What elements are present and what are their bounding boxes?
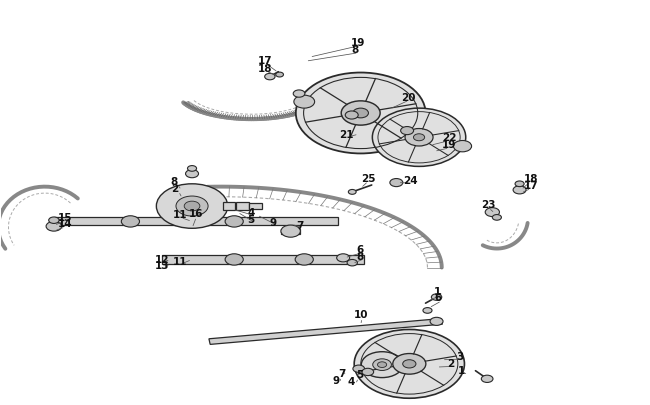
Circle shape — [225, 254, 243, 265]
Circle shape — [354, 330, 465, 398]
Text: 15: 15 — [58, 213, 72, 223]
Text: 1: 1 — [434, 286, 441, 296]
Circle shape — [430, 318, 443, 326]
Bar — [236, 203, 249, 210]
Text: 17: 17 — [523, 180, 538, 190]
Bar — [222, 202, 235, 211]
Circle shape — [176, 196, 208, 217]
Text: 1: 1 — [458, 365, 465, 375]
Text: 2: 2 — [447, 358, 454, 368]
Text: 6: 6 — [356, 244, 363, 254]
Circle shape — [122, 216, 140, 228]
Circle shape — [513, 186, 526, 194]
Circle shape — [413, 134, 424, 141]
Bar — [302, 98, 465, 151]
Circle shape — [372, 359, 391, 371]
Circle shape — [454, 141, 472, 152]
Circle shape — [157, 184, 228, 229]
Circle shape — [187, 166, 196, 172]
Bar — [54, 218, 338, 226]
Circle shape — [485, 208, 499, 217]
Text: 18: 18 — [258, 63, 273, 73]
Circle shape — [481, 375, 493, 382]
Circle shape — [378, 362, 387, 368]
Circle shape — [341, 102, 380, 126]
Circle shape — [296, 73, 426, 154]
Text: 2: 2 — [171, 183, 178, 193]
Text: 16: 16 — [188, 209, 203, 219]
Circle shape — [276, 73, 283, 78]
Text: 19: 19 — [351, 38, 365, 48]
Bar — [209, 319, 443, 345]
Text: 9: 9 — [270, 217, 277, 228]
Circle shape — [46, 222, 62, 232]
Text: 5: 5 — [356, 369, 363, 379]
Circle shape — [185, 170, 198, 178]
Text: 17: 17 — [258, 56, 273, 66]
Text: 21: 21 — [339, 130, 354, 140]
Circle shape — [265, 74, 275, 81]
Circle shape — [515, 181, 524, 187]
Circle shape — [423, 308, 432, 313]
Text: 24: 24 — [403, 175, 417, 185]
Circle shape — [345, 112, 358, 120]
Text: 8: 8 — [351, 45, 358, 55]
Text: 11: 11 — [173, 209, 187, 220]
Text: 5: 5 — [247, 215, 254, 225]
Circle shape — [353, 365, 365, 373]
Bar — [249, 203, 262, 210]
Circle shape — [295, 254, 313, 265]
Text: 4: 4 — [348, 376, 355, 386]
Circle shape — [348, 190, 356, 195]
Circle shape — [361, 352, 403, 378]
Text: 7: 7 — [296, 220, 303, 230]
Text: 11: 11 — [173, 256, 187, 266]
Text: 6: 6 — [434, 293, 441, 303]
Circle shape — [492, 215, 501, 221]
Text: 19: 19 — [442, 140, 456, 150]
Text: 25: 25 — [361, 173, 375, 183]
Circle shape — [405, 129, 433, 147]
Text: 8: 8 — [171, 177, 178, 186]
Circle shape — [337, 254, 350, 262]
Circle shape — [353, 109, 369, 119]
Text: 20: 20 — [402, 92, 416, 102]
Circle shape — [372, 109, 466, 167]
Circle shape — [390, 179, 403, 187]
Circle shape — [49, 217, 59, 224]
Text: 12: 12 — [155, 254, 170, 264]
Text: 8: 8 — [356, 251, 363, 261]
Bar — [162, 256, 364, 264]
Text: 9: 9 — [333, 375, 340, 385]
Circle shape — [403, 360, 416, 368]
Circle shape — [432, 294, 442, 301]
Text: 4: 4 — [247, 208, 255, 218]
Circle shape — [293, 91, 305, 98]
Text: 13: 13 — [155, 260, 170, 270]
Text: 7: 7 — [338, 368, 345, 378]
Bar — [281, 229, 300, 234]
Text: 23: 23 — [480, 200, 495, 210]
Circle shape — [225, 216, 243, 228]
Circle shape — [294, 96, 315, 109]
Text: 3: 3 — [456, 351, 463, 361]
Text: 10: 10 — [354, 309, 369, 320]
Circle shape — [347, 260, 358, 266]
Circle shape — [184, 202, 200, 211]
Circle shape — [400, 127, 413, 135]
Circle shape — [362, 369, 374, 376]
Text: 22: 22 — [442, 133, 456, 143]
Text: 18: 18 — [523, 173, 538, 183]
Text: 14: 14 — [58, 219, 72, 229]
Circle shape — [281, 226, 300, 238]
Circle shape — [393, 354, 426, 374]
